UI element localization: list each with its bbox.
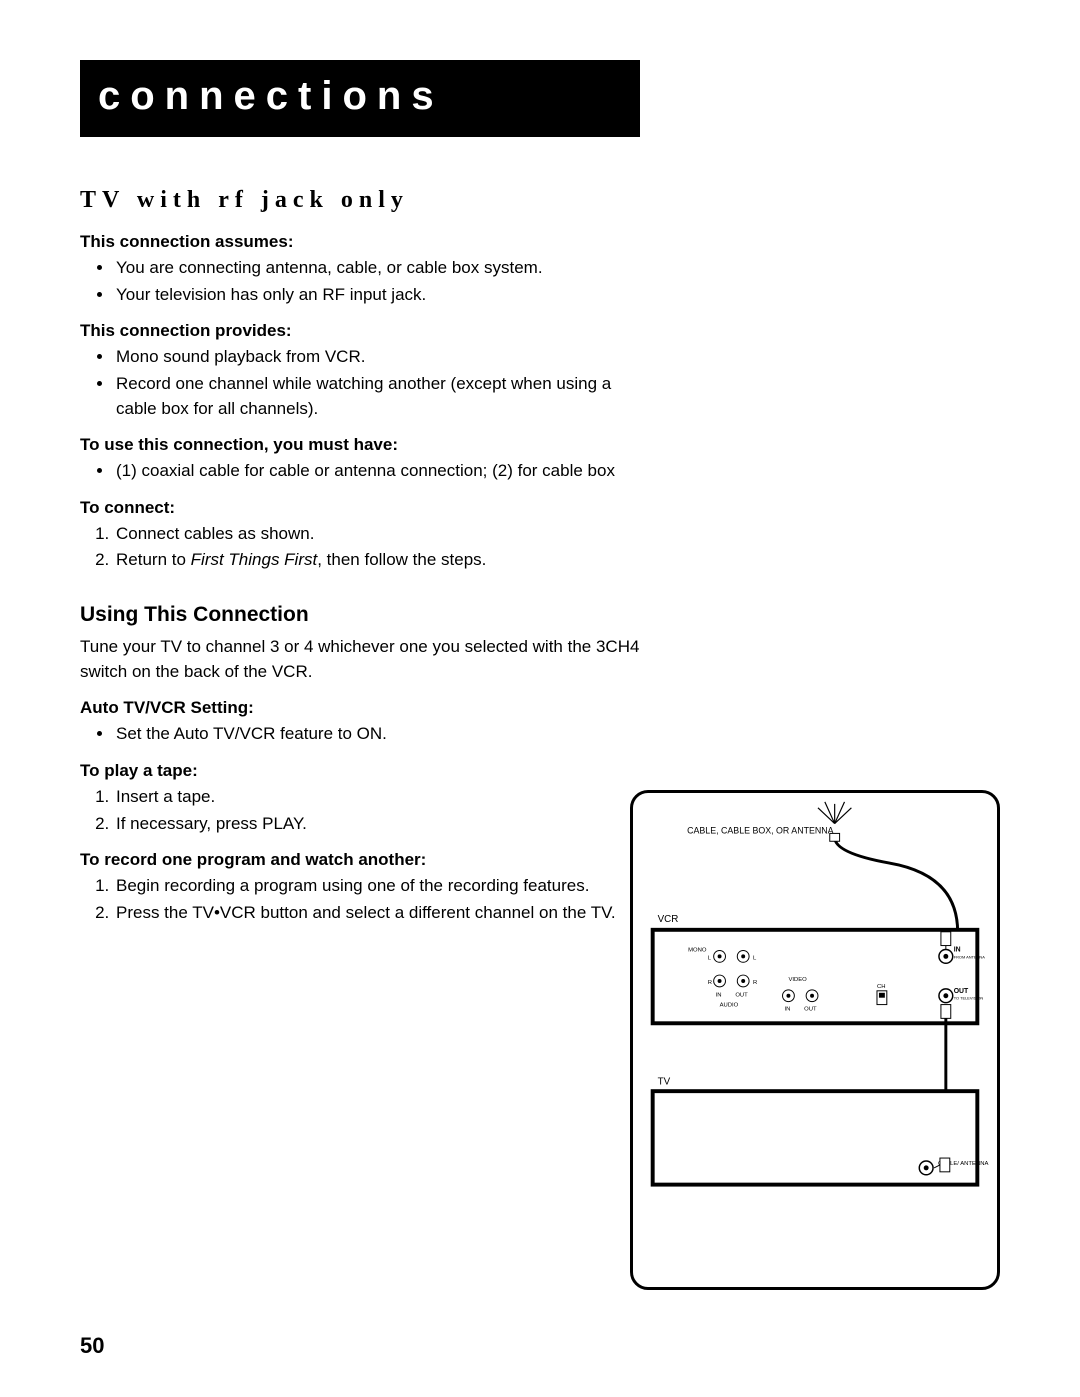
- section-title: TV with rf jack only: [80, 187, 640, 214]
- list-item: You are connecting antenna, cable, or ca…: [114, 256, 640, 281]
- svg-text:AUDIO: AUDIO: [720, 1003, 739, 1009]
- svg-text:VIDEO: VIDEO: [788, 977, 807, 983]
- list-item: Insert a tape.: [114, 785, 640, 810]
- svg-text:TO TELEVISION: TO TELEVISION: [954, 996, 984, 1001]
- page-number: 50: [80, 1333, 104, 1359]
- list-item: Record one channel while watching anothe…: [114, 372, 640, 421]
- header-title: connections: [98, 74, 620, 119]
- connection-diagram: CABLE, CABLE BOX, OR ANTENNA VCR MONO L …: [630, 790, 1000, 1290]
- list-item: If necessary, press PLAY.: [114, 812, 640, 837]
- list-item: Begin recording a program using one of t…: [114, 874, 640, 899]
- list-item: (1) coaxial cable for cable or antenna c…: [114, 459, 640, 484]
- play-tape-heading: To play a tape:: [80, 761, 640, 781]
- assumes-heading: This connection assumes:: [80, 232, 640, 252]
- svg-text:OUT: OUT: [804, 1006, 817, 1012]
- svg-text:IN: IN: [954, 946, 961, 953]
- assumes-list: You are connecting antenna, cable, or ca…: [80, 256, 640, 307]
- play-tape-list: Insert a tape. If necessary, press PLAY.: [80, 785, 640, 836]
- italic-phrase: First Things First: [191, 550, 318, 569]
- svg-text:OUT: OUT: [954, 988, 969, 995]
- list-item: Connect cables as shown.: [114, 522, 640, 547]
- svg-text:R: R: [708, 980, 712, 986]
- svg-text:CH: CH: [877, 984, 886, 990]
- using-body: Tune your TV to channel 3 or 4 whichever…: [80, 635, 640, 684]
- svg-text:MONO: MONO: [688, 947, 707, 953]
- diagram-top-label: CABLE, CABLE BOX, OR ANTENNA: [687, 825, 834, 835]
- page-header: connections: [80, 60, 640, 137]
- to-connect-list: Connect cables as shown. Return to First…: [80, 522, 640, 573]
- content-column: TV with rf jack only This connection ass…: [80, 187, 640, 926]
- list-item: Set the Auto TV/VCR feature to ON.: [114, 722, 640, 747]
- record-watch-heading: To record one program and watch another:: [80, 850, 640, 870]
- svg-text:R: R: [753, 980, 757, 986]
- using-heading: Using This Connection: [80, 603, 640, 627]
- must-have-heading: To use this connection, you must have:: [80, 435, 640, 455]
- to-connect-heading: To connect:: [80, 498, 640, 518]
- svg-text:IN: IN: [785, 1006, 791, 1012]
- provides-heading: This connection provides:: [80, 321, 640, 341]
- list-item: Mono sound playback from VCR.: [114, 345, 640, 370]
- svg-text:IN: IN: [716, 993, 722, 999]
- auto-setting-list: Set the Auto TV/VCR feature to ON.: [80, 722, 640, 747]
- list-item: Press the TV•VCR button and select a dif…: [114, 901, 640, 926]
- list-item: Your television has only an RF input jac…: [114, 283, 640, 308]
- svg-text:FROM ANTENNA: FROM ANTENNA: [954, 954, 986, 959]
- provides-list: Mono sound playback from VCR. Record one…: [80, 345, 640, 421]
- record-watch-list: Begin recording a program using one of t…: [80, 874, 640, 925]
- diagram-vcr-label: VCR: [658, 914, 679, 925]
- svg-text:OUT: OUT: [735, 993, 748, 999]
- auto-setting-heading: Auto TV/VCR Setting:: [80, 698, 640, 718]
- list-item: Return to First Things First, then follo…: [114, 548, 640, 573]
- diagram-tv-label: TV: [658, 1076, 671, 1087]
- must-have-list: (1) coaxial cable for cable or antenna c…: [80, 459, 640, 484]
